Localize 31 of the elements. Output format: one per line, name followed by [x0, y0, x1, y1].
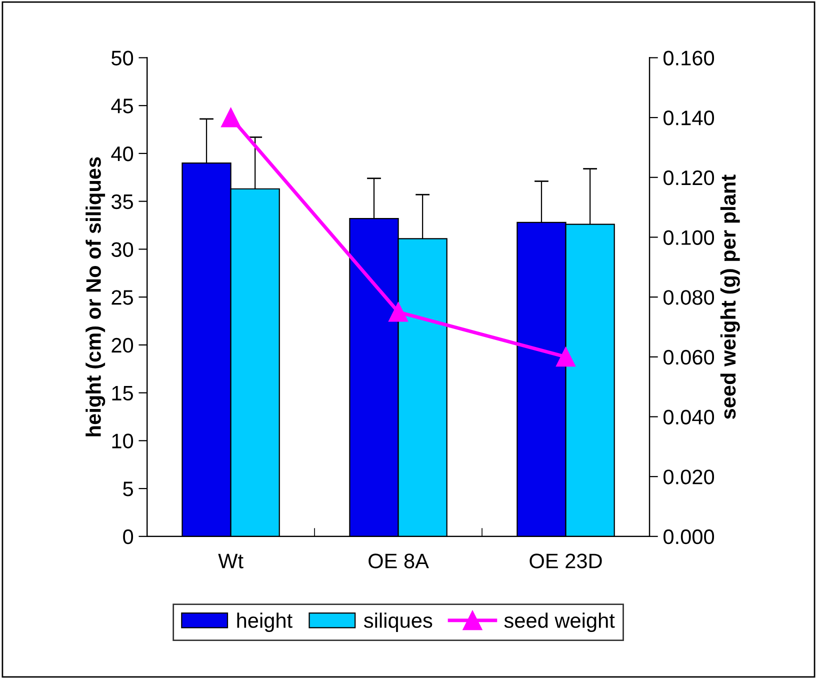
x-tick-label: Wt	[218, 554, 244, 568]
y-tick-label: 10	[112, 434, 134, 448]
y2-axis-title: seed weight (g) per plant	[720, 174, 740, 420]
point	[388, 302, 408, 322]
y2-tick-label: 0.140	[664, 110, 714, 126]
y-tick-label: 20	[112, 338, 134, 353]
y-tick-label: 15	[112, 386, 133, 401]
y-axis-title: height (cm) or No of siliques	[86, 157, 106, 436]
y-tick-label: 35	[111, 194, 133, 210]
y-tick-label: 0	[123, 529, 134, 544]
point	[556, 347, 576, 367]
y2-tick-label: 0.040	[664, 410, 714, 424]
y2-tick-label: 0.100	[664, 230, 714, 245]
y2-tick-label: 0.160	[664, 50, 714, 66]
y-tick-label: 30	[111, 242, 134, 257]
point	[221, 108, 241, 128]
y2-tick-label: 0.000	[664, 529, 714, 544]
x-tick-label: OE 23D	[530, 554, 602, 568]
legend-label: siliques	[364, 612, 432, 632]
x-tick-label: OE 8A	[368, 554, 429, 568]
y-tick-label: 50	[112, 50, 134, 66]
y-tick-label: 40	[111, 146, 134, 162]
y2-tick-label: 0.020	[664, 470, 714, 484]
y-tick-label: 5	[123, 482, 133, 496]
y-tick-label: 25	[112, 290, 133, 305]
y-tick-label: 45	[111, 98, 133, 114]
legend-label: seed weight	[504, 612, 615, 632]
y2-tick-label: 0.080	[664, 290, 714, 305]
y2-tick-label: 0.060	[664, 350, 714, 365]
legend-label: height	[237, 612, 292, 632]
y2-tick-label: 0.120	[664, 170, 714, 186]
